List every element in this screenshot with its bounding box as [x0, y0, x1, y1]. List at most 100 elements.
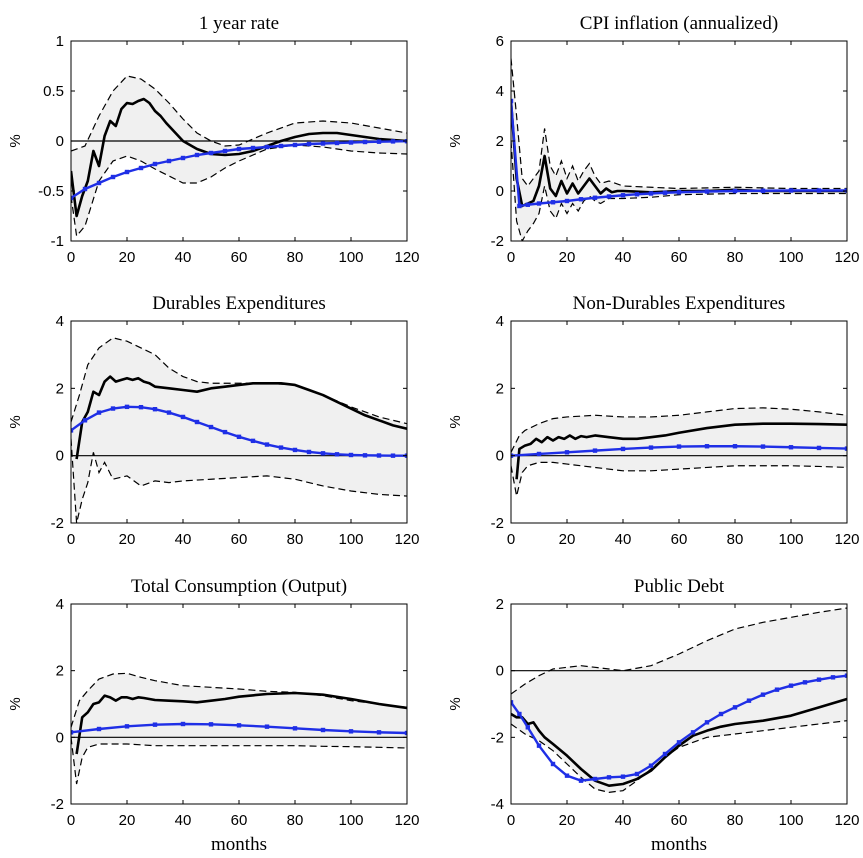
y-tick-label: -2 [51, 515, 64, 532]
model-point [320, 727, 326, 733]
model-point [376, 730, 382, 735]
band-upper-line [511, 407, 847, 453]
model-point [676, 740, 682, 745]
x-tick-label: 80 [287, 531, 304, 548]
x-tick-label: 20 [119, 812, 136, 829]
model-point [306, 141, 312, 147]
model-point [250, 145, 256, 151]
median-response-line [75, 375, 407, 460]
model-point [690, 730, 696, 735]
model-point [816, 445, 822, 451]
model-point [648, 191, 654, 196]
model-point [648, 445, 654, 450]
model-point [320, 451, 326, 456]
model-point [236, 434, 242, 440]
model-point [704, 444, 710, 449]
x-tick-label: 0 [67, 812, 75, 829]
y-tick-label: 4 [56, 313, 64, 330]
y-tick-label: -1 [51, 233, 64, 250]
model-point [564, 773, 570, 778]
x-tick-label: 100 [778, 812, 803, 829]
y-tick-label: 0 [496, 663, 504, 680]
x-tick-label: 0 [67, 249, 75, 266]
band-upper-line [71, 75, 407, 152]
x-tick-label: 40 [175, 531, 192, 548]
model-point [536, 743, 542, 748]
x-tick-label: 40 [175, 812, 192, 829]
axes-frame [510, 40, 848, 242]
model-point [816, 677, 822, 682]
band-lower-line [71, 438, 407, 523]
model-point [564, 450, 570, 455]
x-tick-label: 0 [67, 531, 75, 548]
model-point [390, 139, 396, 144]
model-point [550, 200, 556, 205]
y-tick-label: 2 [496, 596, 504, 613]
x-tick-label: 0 [507, 812, 515, 829]
model-point [166, 410, 172, 415]
model-point [194, 152, 200, 158]
model-point [278, 445, 284, 450]
y-tick-label: 0 [496, 183, 504, 200]
chart-title: CPI inflation (annualized) [580, 13, 778, 34]
model-point [788, 445, 794, 450]
model-point [550, 761, 556, 767]
x-tick-label: 100 [778, 249, 803, 266]
x-tick-label: 60 [671, 812, 688, 829]
model-point [180, 414, 186, 420]
y-tick-label: 2 [496, 133, 504, 150]
model-point [662, 190, 668, 195]
x-tick-label: 0 [507, 249, 515, 266]
median-response-line [75, 691, 407, 755]
model-point [320, 141, 326, 146]
x-tick-label: 40 [615, 531, 632, 548]
model-point [96, 180, 102, 186]
model-point [152, 407, 158, 412]
median-response-line [511, 697, 847, 787]
y-tick-label: 0 [496, 448, 504, 465]
x-tick-label: 0 [507, 531, 515, 548]
x-tick-label: 120 [834, 531, 859, 548]
model-point [222, 148, 228, 154]
y-axis-label: % [7, 415, 24, 428]
chart-title: Non-Durables Expenditures [573, 293, 786, 314]
model-point [844, 446, 847, 451]
model-point [348, 452, 354, 458]
model-point [732, 705, 738, 710]
model-point [250, 438, 256, 444]
confidence-band [71, 673, 407, 784]
band-lower-line [71, 144, 407, 238]
y-axis-label: % [447, 134, 464, 147]
x-tick-label: 100 [338, 531, 363, 548]
model-point [704, 720, 710, 725]
x-tick-label: 20 [119, 531, 136, 548]
x-axis-label: months [651, 834, 707, 855]
y-tick-label: 4 [496, 313, 504, 330]
model-point [264, 442, 270, 447]
chart-title: Public Debt [634, 576, 725, 597]
x-tick-label: 100 [338, 812, 363, 829]
x-tick-label: 60 [671, 249, 688, 266]
x-tick-label: 20 [119, 249, 136, 266]
x-tick-label: 40 [615, 812, 632, 829]
y-tick-label: -0.5 [38, 183, 64, 200]
x-tick-label: 80 [287, 812, 304, 829]
model-point [82, 186, 88, 192]
model-point [662, 751, 668, 757]
model-point [760, 444, 766, 449]
model-point [511, 700, 514, 705]
band-upper-line [71, 672, 407, 728]
band-upper-line [511, 607, 847, 695]
y-tick-label: 1 [56, 33, 64, 50]
model-point [606, 775, 612, 780]
median-response-line [71, 97, 407, 218]
y-tick-label: 4 [56, 596, 64, 613]
model-point [578, 197, 584, 202]
x-tick-label: 120 [394, 531, 419, 548]
model-point [334, 452, 340, 457]
model-point [138, 165, 144, 171]
model-point [71, 730, 74, 735]
model-point [264, 144, 270, 150]
plot-area [71, 672, 407, 785]
